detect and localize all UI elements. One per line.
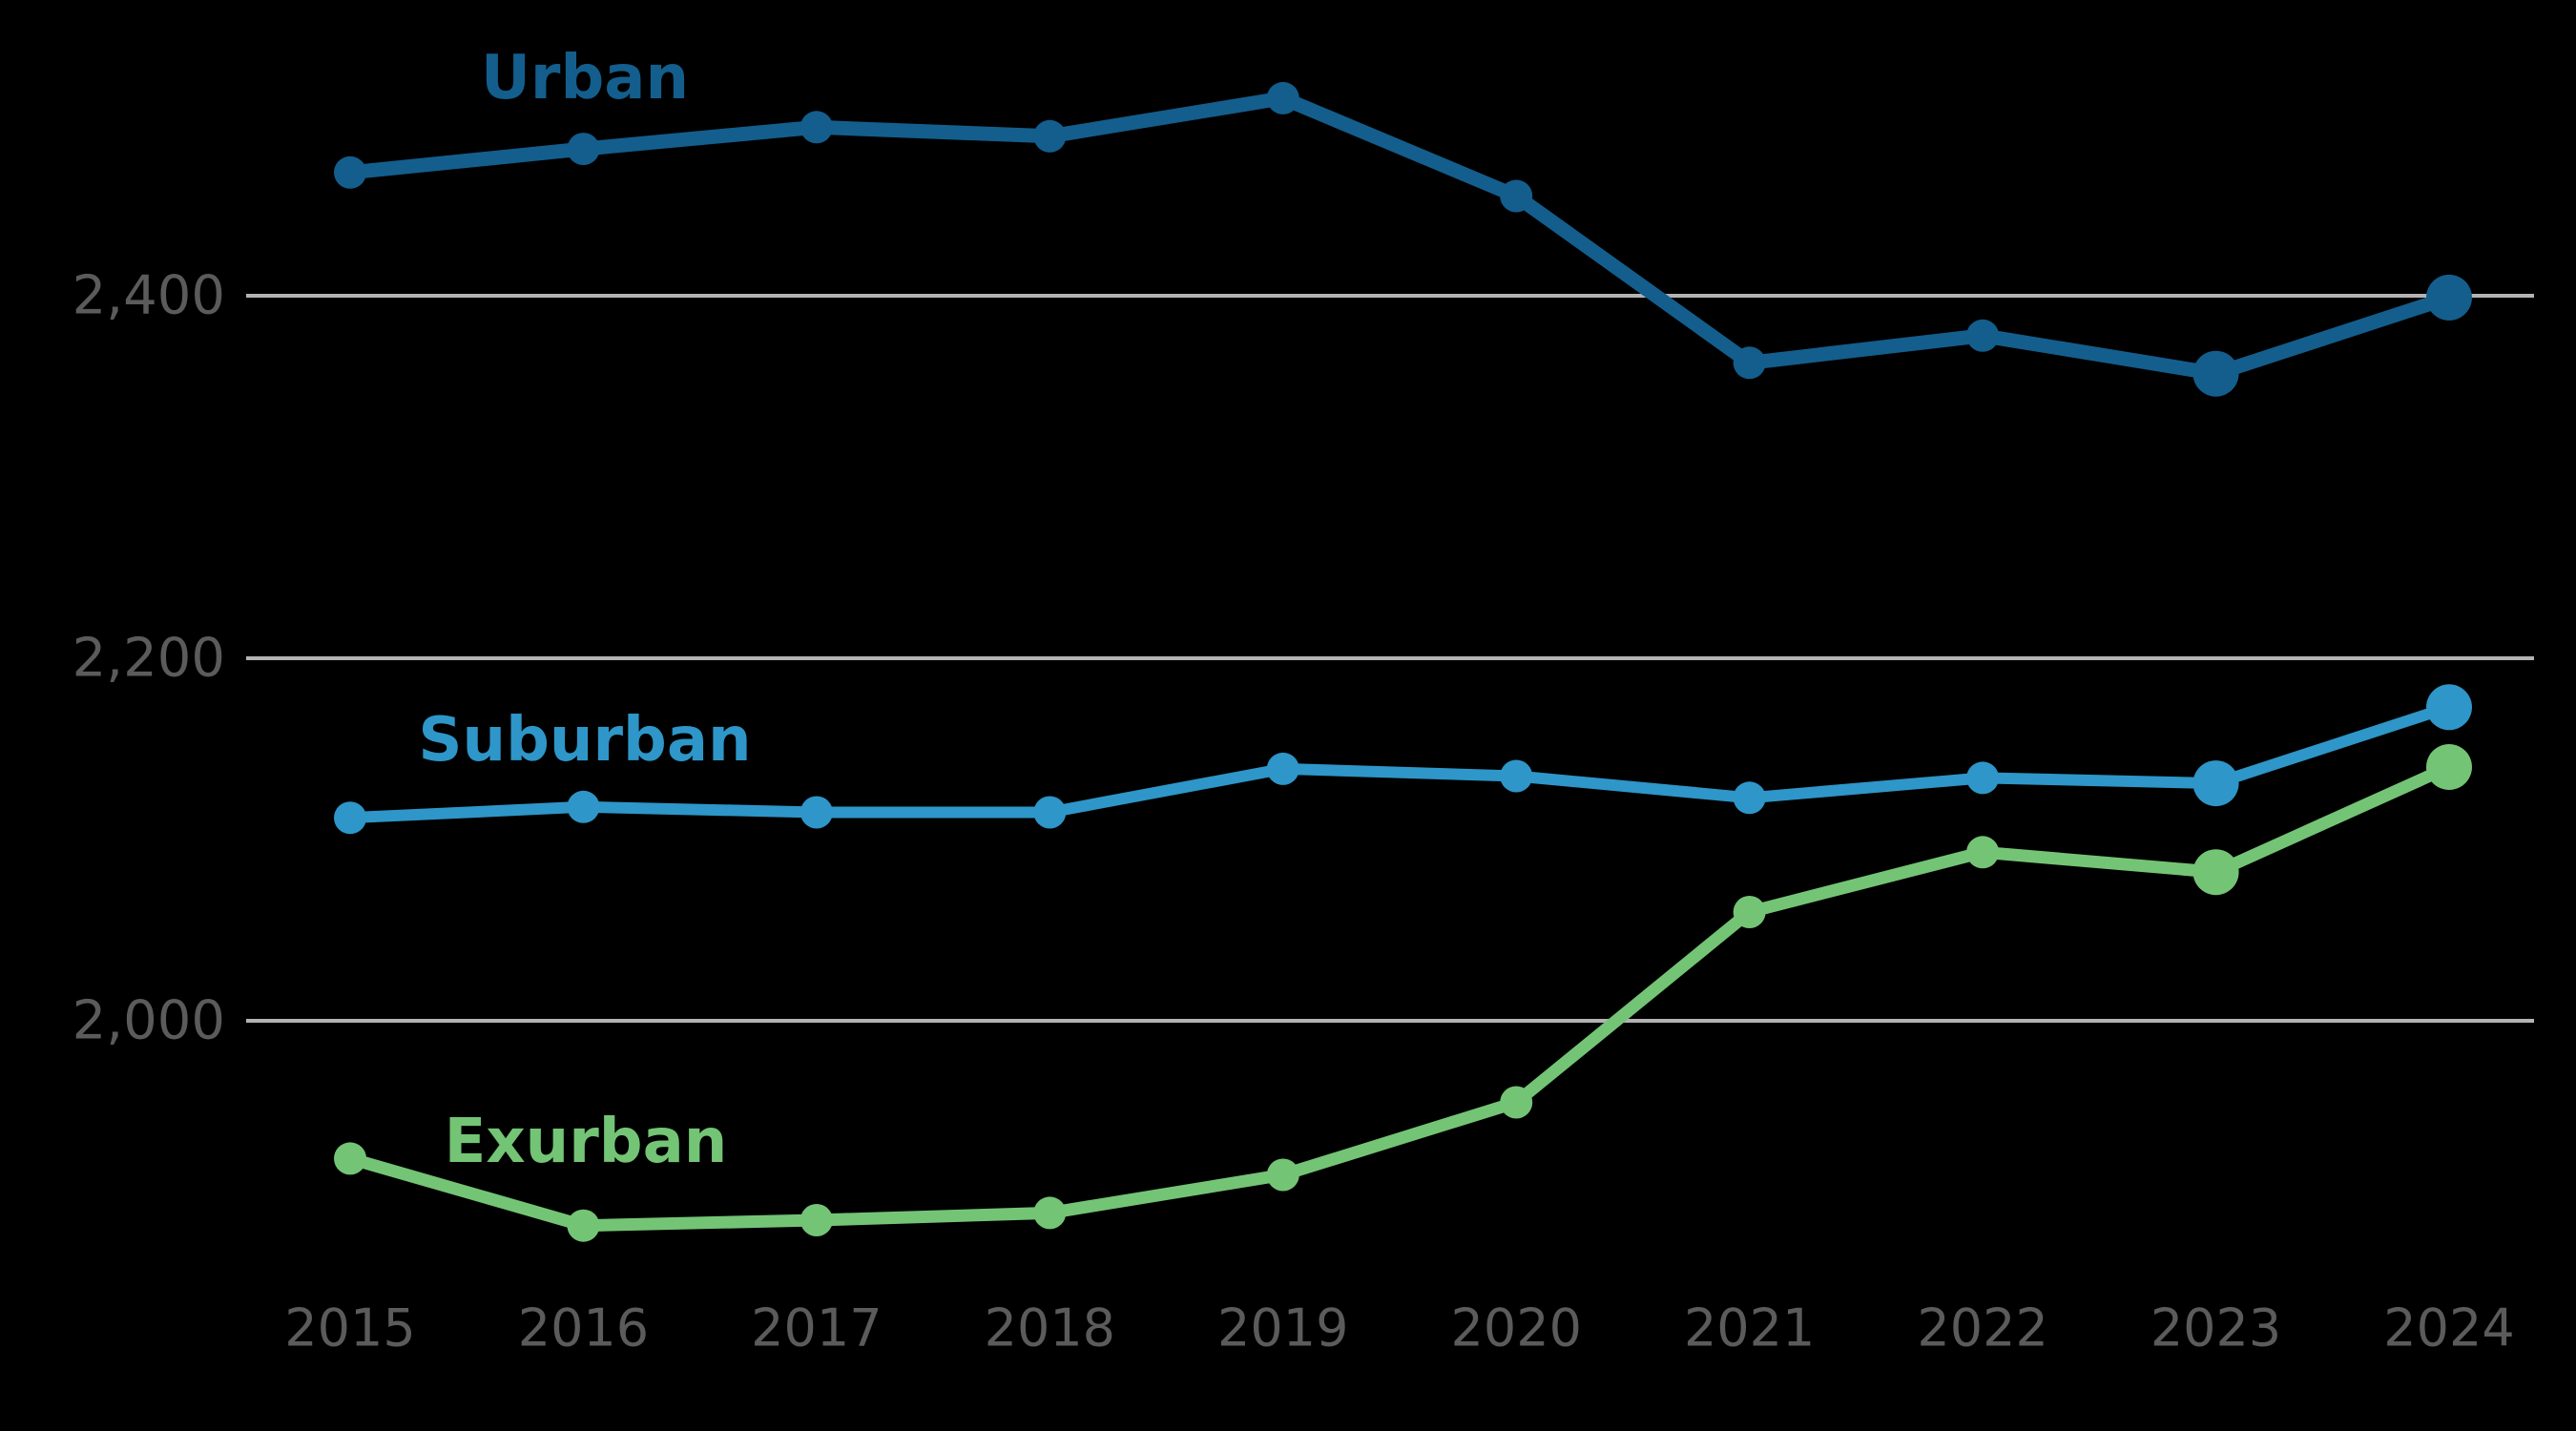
grid-layer: 2,400 2,200 2,000 bbox=[73, 265, 2534, 1052]
series-line-suburban bbox=[344, 701, 2455, 824]
data-point-exurban-2020 bbox=[1500, 1086, 1533, 1119]
data-point-exurban-2022 bbox=[1966, 836, 2000, 869]
data-point-urban-2018 bbox=[1033, 119, 1067, 153]
data-point-suburban-2018 bbox=[1033, 796, 1067, 829]
data-point-suburban-2020 bbox=[1500, 759, 1533, 793]
data-point-suburban-2016 bbox=[567, 790, 600, 823]
data-point-suburban-2015 bbox=[334, 801, 366, 835]
x-tick-label-2021: 2021 bbox=[1684, 1298, 1815, 1358]
data-point-exurban-2018 bbox=[1033, 1196, 1067, 1230]
series-label-urban: Urban bbox=[481, 43, 689, 114]
data-point-urban-2021 bbox=[1733, 346, 1766, 380]
data-point-exurban-2023 bbox=[2192, 849, 2239, 896]
data-point-suburban-2019 bbox=[1266, 752, 1299, 785]
series-layer: Urban Suburban Exurban bbox=[334, 43, 2472, 1242]
x-tick-label-2018: 2018 bbox=[985, 1298, 1115, 1358]
data-point-urban-2015 bbox=[334, 156, 366, 189]
data-point-exurban-2016 bbox=[567, 1209, 600, 1242]
data-point-exurban-2015 bbox=[334, 1142, 366, 1175]
series-line-urban bbox=[343, 91, 2457, 382]
y-tick-label-2200: 2,200 bbox=[73, 628, 225, 690]
x-tick-label-2020: 2020 bbox=[1451, 1298, 1582, 1358]
data-point-exurban-2021 bbox=[1733, 896, 1766, 928]
x-tick-label-2022: 2022 bbox=[1917, 1298, 2047, 1358]
data-point-exurban-2019 bbox=[1266, 1158, 1299, 1192]
series-line-exurban bbox=[343, 760, 2456, 1233]
data-point-exurban-2017 bbox=[800, 1204, 833, 1236]
data-point-urban-2019 bbox=[1266, 81, 1299, 114]
data-point-suburban-2023 bbox=[2192, 760, 2239, 807]
data-point-suburban-2022 bbox=[1966, 761, 2000, 795]
data-point-suburban-2021 bbox=[1733, 781, 1766, 815]
data-point-urban-2023 bbox=[2192, 350, 2239, 397]
data-point-urban-2024 bbox=[2426, 274, 2472, 321]
data-point-urban-2017 bbox=[800, 111, 833, 144]
data-point-exurban-2024 bbox=[2426, 744, 2472, 790]
data-point-urban-2016 bbox=[567, 133, 600, 166]
x-tick-label-2024: 2024 bbox=[2383, 1298, 2514, 1358]
data-point-urban-2022 bbox=[1966, 319, 2000, 352]
y-tick-label-2000: 2,000 bbox=[73, 990, 225, 1052]
x-tick-label-2023: 2023 bbox=[2150, 1298, 2281, 1358]
series-label-exurban: Exurban bbox=[445, 1107, 728, 1177]
series-label-suburban: Suburban bbox=[418, 705, 751, 776]
data-point-suburban-2017 bbox=[800, 796, 833, 829]
y-tick-label-2400: 2,400 bbox=[73, 265, 225, 327]
x-tick-label-2015: 2015 bbox=[284, 1298, 415, 1358]
data-point-urban-2020 bbox=[1500, 179, 1533, 213]
data-point-suburban-2024 bbox=[2426, 684, 2472, 731]
x-tick-label-2019: 2019 bbox=[1217, 1298, 1348, 1358]
x-tick-label-2016: 2016 bbox=[518, 1298, 649, 1358]
x-tick-label-2017: 2017 bbox=[751, 1298, 882, 1358]
x-axis-layer: 2015 2016 2017 2018 2019 2020 2021 2022 2023 2024 bbox=[284, 1298, 2514, 1358]
